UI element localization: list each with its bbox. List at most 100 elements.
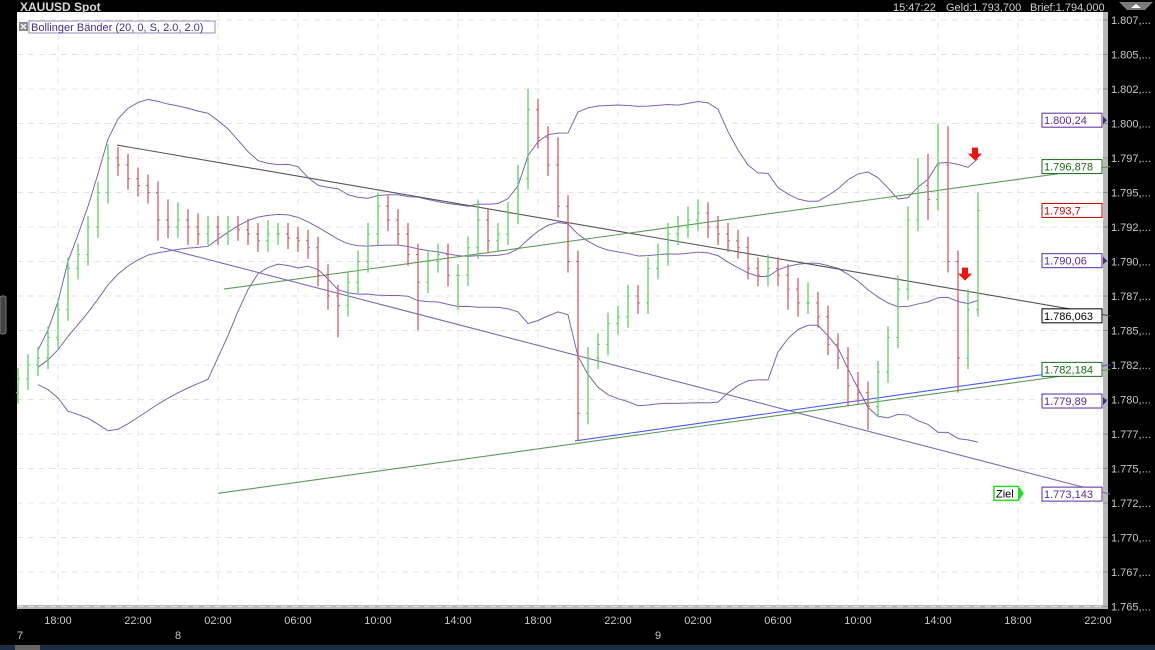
scrollbar-thumb[interactable] [15, 645, 40, 650]
ohlc-bar [256, 222, 260, 252]
left-drag-handle[interactable] [0, 295, 7, 335]
ohlc-bar [706, 202, 710, 239]
price-labels: 1.800,24 1.796,878 1.793,7 1.790,06 1.786,06… [1041, 112, 1107, 502]
ohlc-bar [316, 236, 320, 287]
upper-channel-line[interactable] [223, 166, 1111, 290]
ohlc-bar [476, 199, 480, 259]
ohlc-bar [796, 278, 800, 317]
price-marker-icon [1103, 116, 1107, 125]
ohlc-bar [36, 347, 40, 377]
ohlc-bar [176, 202, 180, 239]
ohlc-bar [406, 222, 410, 266]
y-tick-label: 1.792,... [1111, 222, 1151, 234]
descending-support-line[interactable] [159, 246, 1111, 495]
price-label: 1.782,184 [1041, 361, 1103, 377]
ohlc-bar [106, 144, 110, 204]
lower-channel-line[interactable] [217, 368, 1111, 494]
y-tick-label: 1.767,... [1111, 567, 1151, 579]
resistance-line[interactable] [116, 144, 1111, 317]
y-tick-label: 1.797,... [1111, 153, 1151, 165]
y-tick-label: 1.800,... [1111, 119, 1151, 131]
ohlc-bar [376, 192, 380, 245]
ohlc-bar [936, 123, 940, 211]
price-label-box [1041, 202, 1103, 218]
time-axis-border [17, 605, 1108, 609]
ohlc-bar [196, 213, 200, 245]
x-tick-label: 14:00 [444, 615, 472, 627]
ohlc-bar [846, 347, 850, 407]
price-label: 1.773,143 [1041, 486, 1103, 502]
x-tick-label: 18:00 [44, 615, 72, 627]
ohlc-bar [116, 146, 120, 176]
ohlc-bar [186, 209, 190, 245]
x-tick-label: 06:00 [284, 615, 312, 627]
price-label-text: 1.800,24 [1044, 115, 1087, 127]
horizontal-scrollbar[interactable] [0, 645, 1155, 650]
ohlc-bar [786, 264, 790, 310]
ohlc-bar [976, 192, 980, 317]
ohlc-bar [136, 167, 140, 197]
day-label: 9 [655, 630, 661, 642]
price-marker-icon [1103, 397, 1107, 406]
ohlc-bar [546, 126, 550, 176]
ohlc-bar [346, 271, 350, 317]
trendlines[interactable] [116, 144, 1111, 495]
ohlc-bar [916, 158, 920, 232]
target-marker[interactable]: Ziel [993, 485, 1024, 502]
ohlc-bar [636, 284, 640, 314]
indicator-legend[interactable]: Bollinger Bänder (20, 0, S, 2.0, 2.0) [19, 20, 216, 34]
ohlc-bar [766, 254, 770, 287]
collapse-button[interactable] [1119, 2, 1153, 10]
price-label-text: 1.793,7 [1044, 205, 1081, 217]
y-tick-label: 1.807,... [1111, 15, 1151, 27]
ohlc-bar [486, 209, 490, 252]
ohlc-bar [236, 215, 240, 241]
ohlc-bar [206, 215, 210, 245]
price-label: 1.779,89 [1041, 393, 1107, 409]
ohlc-bar [806, 282, 810, 314]
ohlc-bar [86, 215, 90, 266]
ohlc-bar [446, 243, 450, 287]
bollinger-middle [37, 213, 979, 368]
ohlc-bar [656, 243, 660, 280]
price-label-text: 1.790,06 [1044, 256, 1087, 268]
ohlc-bar [516, 164, 520, 225]
clock: 15:47:22 [893, 2, 936, 14]
y-tick-label: 1.777,... [1111, 429, 1151, 441]
ohlc-bar [896, 275, 900, 349]
ohlc-bar [386, 195, 390, 232]
ohlc-bar [266, 220, 270, 252]
ohlc-bar [166, 199, 170, 239]
y-tick-label: 1.805,... [1111, 50, 1151, 62]
plot-area[interactable] [17, 12, 1105, 607]
ohlc-bar [226, 215, 230, 245]
price-label: 1.796,878 [1041, 159, 1103, 175]
ohlc-bar [876, 360, 880, 418]
ohlc-bar [906, 206, 910, 301]
ohlc-bar [356, 250, 360, 294]
ohlc-bar [466, 236, 470, 287]
time-axis[interactable]: 18:00 22:00 02:00 06:00 10:00 14:00 18:00 22:00… [17, 615, 1112, 642]
ohlc-bar [146, 174, 150, 204]
ask-price: Brief:1.794,000 [1030, 2, 1105, 14]
x-tick-label: 14:00 [924, 615, 952, 627]
ohlc-bar [286, 222, 290, 250]
day-label: 8 [175, 630, 181, 642]
ohlc-bar [396, 209, 400, 245]
ohlc-bar [886, 326, 890, 383]
price-label-box [1041, 393, 1103, 409]
ohlc-bar [336, 284, 340, 338]
x-tick-label: 22:00 [124, 615, 152, 627]
ohlc-bar [426, 250, 430, 294]
ohlc-bar [826, 305, 830, 356]
grid [17, 12, 1103, 607]
price-label: 1.800,24 [1041, 112, 1107, 128]
price-axis[interactable]: 1.807,... 1.805,... 1.802,... 1.800,... 1.79… [1103, 15, 1151, 614]
ohlc-bar [816, 291, 820, 328]
ohlc-bar [56, 298, 60, 349]
ohlc-bar [776, 257, 780, 287]
blue-support-line[interactable] [574, 364, 1111, 442]
ohlc-bar [696, 199, 700, 232]
ohlc-bar [856, 371, 860, 404]
